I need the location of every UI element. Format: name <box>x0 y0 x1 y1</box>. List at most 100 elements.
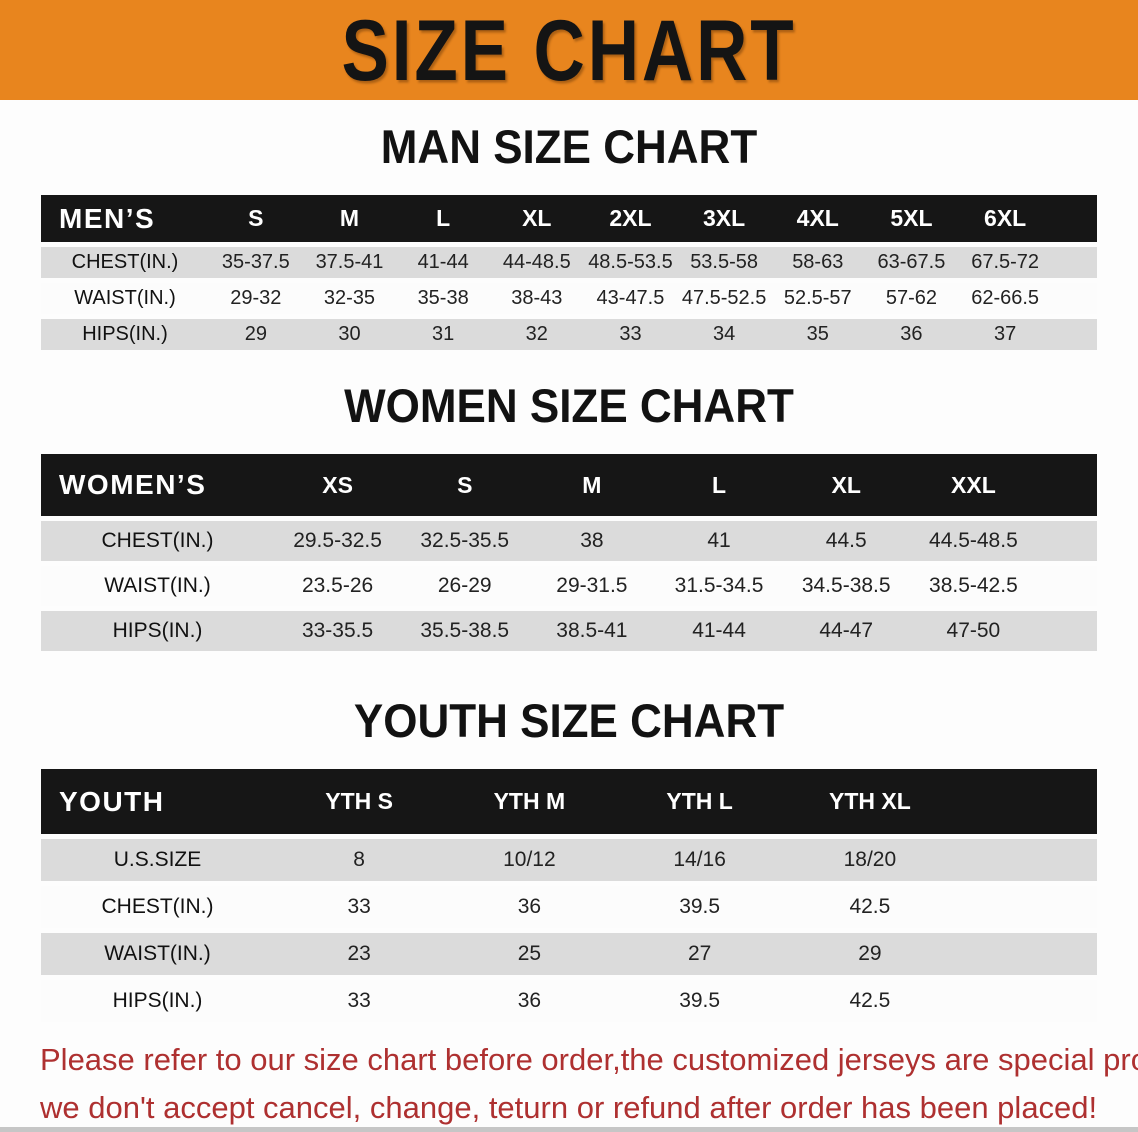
size-value: 41-44 <box>692 619 746 642</box>
size-value: 44-47 <box>819 619 874 642</box>
table-row: WAIST(IN.) 29-32 32-35 35-38 38-43 43-47.5 47.… <box>41 283 1097 314</box>
banner: SIZE CHART <box>0 0 1138 100</box>
size-value: 47-50 <box>946 619 1001 642</box>
table-row: U.S.SIZE 8 10/12 14/16 18/20 <box>41 839 1097 881</box>
size-value: 34 <box>712 323 736 345</box>
size-value: 48.5-53.5 <box>588 251 673 273</box>
youth-section: YOUTH SIZE CHART YOUTH YTH S YTH M YTH L YTH… <box>0 695 1138 1027</box>
spacer-cell <box>1037 454 1097 516</box>
spacer-cell <box>1052 247 1097 278</box>
size-value: 36 <box>517 989 542 1012</box>
size-value: 36 <box>900 323 923 345</box>
spacer-cell <box>955 980 1097 1022</box>
table-row: HIPS(IN.) 29 30 31 32 33 34 35 36 37 <box>41 319 1097 350</box>
size-value: 32.5-35.5 <box>420 529 510 552</box>
table-row: CHEST(IN.) 35-37.5 37.5-41 41-44 44-48.5 48.5… <box>41 247 1097 278</box>
spacer-cell <box>1037 566 1097 606</box>
size-value: 8 <box>353 848 365 871</box>
table-row: HIPS(IN.) 33-35.5 35.5-38.5 38.5-41 41-44 44-… <box>41 611 1097 651</box>
size-value: 29.5-32.5 <box>293 529 382 552</box>
size-value: 38-43 <box>511 287 563 309</box>
youth-table-wrap: YOUTH YTH S YTH M YTH L YTH XL U.S.SIZE 8 10/12… <box>41 764 1097 1027</box>
size-value: 25 <box>517 942 542 965</box>
table-row: WAIST(IN.) 23 25 27 29 <box>41 933 1097 975</box>
size-value: 35-37.5 <box>221 251 290 273</box>
row-label: CHEST(IN.) <box>101 529 214 552</box>
size-value: 39.5 <box>679 989 721 1012</box>
size-value: 34.5-38.5 <box>801 574 891 597</box>
size-column-header: YTH L <box>666 788 733 814</box>
spacer-cell <box>1037 611 1097 651</box>
note-line-1: Please refer to our size chart before or… <box>40 1042 1138 1077</box>
table-row: WAIST(IN.) 23.5-26 26-29 29-31.5 31.5-34.5 34… <box>41 566 1097 606</box>
women-section-title: WOMEN SIZE CHART <box>344 380 794 433</box>
spacer-cell <box>955 886 1097 928</box>
size-value: 32 <box>525 323 548 345</box>
table-row: CHEST(IN.) 29.5-32.5 32.5-35.5 38 41 44.5 44.5… <box>41 521 1097 561</box>
size-column-header: XXL <box>951 471 996 498</box>
size-value: 42.5 <box>849 895 891 918</box>
size-column-header: YTH XL <box>828 788 911 814</box>
size-value: 30 <box>338 323 361 345</box>
size-value: 32-35 <box>323 287 376 309</box>
size-column-header: L <box>436 205 451 231</box>
size-value: 37.5-41 <box>315 251 384 273</box>
spacer-cell <box>1052 195 1097 242</box>
table-header-row: YOUTH YTH S YTH M YTH L YTH XL <box>41 769 1097 834</box>
spacer-cell <box>1037 521 1097 561</box>
size-value: 44.5-48.5 <box>929 529 1018 552</box>
size-value: 44-48.5 <box>502 251 571 273</box>
size-value: 18/20 <box>843 848 897 871</box>
size-value: 29-31.5 <box>556 574 628 597</box>
size-value: 31 <box>432 323 455 345</box>
size-column-header: XL <box>522 205 552 231</box>
size-value: 58-63 <box>792 251 844 273</box>
size-column-header: M <box>339 205 360 231</box>
size-value: 35-38 <box>417 287 469 309</box>
row-label: WAIST(IN.) <box>74 287 176 309</box>
table-title-cell: YOUTH <box>59 785 165 817</box>
table-header-row: MEN’S S M L XL 2XL 3XL 4XL 5XL 6XL <box>41 195 1097 242</box>
note-line-2: we don't accept cancel, change, teturn o… <box>40 1090 1098 1125</box>
row-label: CHEST(IN.) <box>101 895 214 918</box>
size-column-header: S <box>457 471 473 498</box>
size-column-header: YTH M <box>493 788 566 814</box>
row-label: HIPS(IN.) <box>112 619 203 642</box>
page-title: SIZE CHART <box>341 1 797 99</box>
size-value: 43-47.5 <box>596 287 665 309</box>
size-value: 41 <box>707 529 731 552</box>
spacer-cell <box>1052 283 1097 314</box>
table-title-cell: MEN’S <box>59 202 156 234</box>
size-column-header: S <box>248 205 264 231</box>
size-value: 47.5-52.5 <box>681 287 767 309</box>
table-title-cell: WOMEN’S <box>59 469 207 500</box>
size-column-header: 6XL <box>984 205 1027 231</box>
spacer-cell <box>1052 319 1097 350</box>
size-value: 42.5 <box>849 989 891 1012</box>
size-value: 44.5 <box>825 529 867 552</box>
row-label: WAIST(IN.) <box>104 942 211 965</box>
size-column-header: 3XL <box>703 205 746 231</box>
row-label: HIPS(IN.) <box>82 323 168 345</box>
size-value: 37 <box>994 323 1017 345</box>
size-value: 35 <box>806 323 829 345</box>
women-size-table: WOMEN’S XS S M L XL XXL CHEST(IN.) 29.5-32.5 32.5… <box>41 449 1097 656</box>
size-value: 35.5-38.5 <box>420 619 510 642</box>
row-label: U.S.SIZE <box>113 848 202 871</box>
size-column-header: 4XL <box>796 205 839 231</box>
size-value: 62-66.5 <box>971 287 1040 309</box>
size-value: 29-32 <box>230 287 282 309</box>
size-value: 67.5-72 <box>971 251 1040 273</box>
size-value: 33 <box>347 895 371 918</box>
women-section: WOMEN SIZE CHART WOMEN’S XS S M L XL XXL CHEST(… <box>0 380 1138 656</box>
size-value: 33-35.5 <box>301 619 374 642</box>
size-value: 53.5-58 <box>690 251 759 273</box>
size-value: 33 <box>619 323 642 345</box>
size-column-header: YTH S <box>325 788 393 814</box>
size-value: 23 <box>347 942 371 965</box>
spacer-cell <box>955 933 1097 975</box>
size-column-header: XL <box>831 471 861 498</box>
size-value: 38 <box>580 529 604 552</box>
youth-section-title: YOUTH SIZE CHART <box>353 695 785 748</box>
size-value: 57-62 <box>885 287 937 309</box>
